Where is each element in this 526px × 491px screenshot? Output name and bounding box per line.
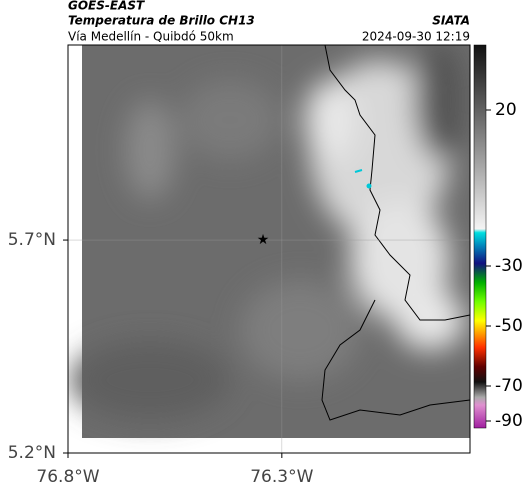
- satellite-image: [68, 45, 470, 453]
- colorbar: [473, 44, 487, 429]
- source: GOES-EAST: [68, 0, 145, 13]
- title: Temperatura de Brillo CH13: [68, 14, 255, 28]
- colorbar-tick-label: -70: [495, 376, 523, 396]
- colorbar-tick-label: -90: [495, 411, 523, 431]
- x-tick-label: 76.8°W: [36, 467, 99, 487]
- center-star: ★: [257, 232, 270, 248]
- y-tick-label: 5.2°N: [8, 443, 56, 463]
- x-tick-label: 76.3°W: [250, 467, 313, 487]
- map-frame: [67, 44, 471, 454]
- y-tick-label: 5.7°N: [8, 230, 56, 250]
- colorbar-tick-label: -50: [495, 316, 523, 336]
- colorbar-tick-label: 20: [495, 100, 517, 120]
- route: Vía Medellín - Quibdó 50km: [68, 30, 234, 44]
- colorbar-tick-label: -30: [495, 256, 523, 276]
- timestamp: 2024-09-30 12:19: [362, 30, 470, 44]
- org: SIATA: [432, 14, 470, 28]
